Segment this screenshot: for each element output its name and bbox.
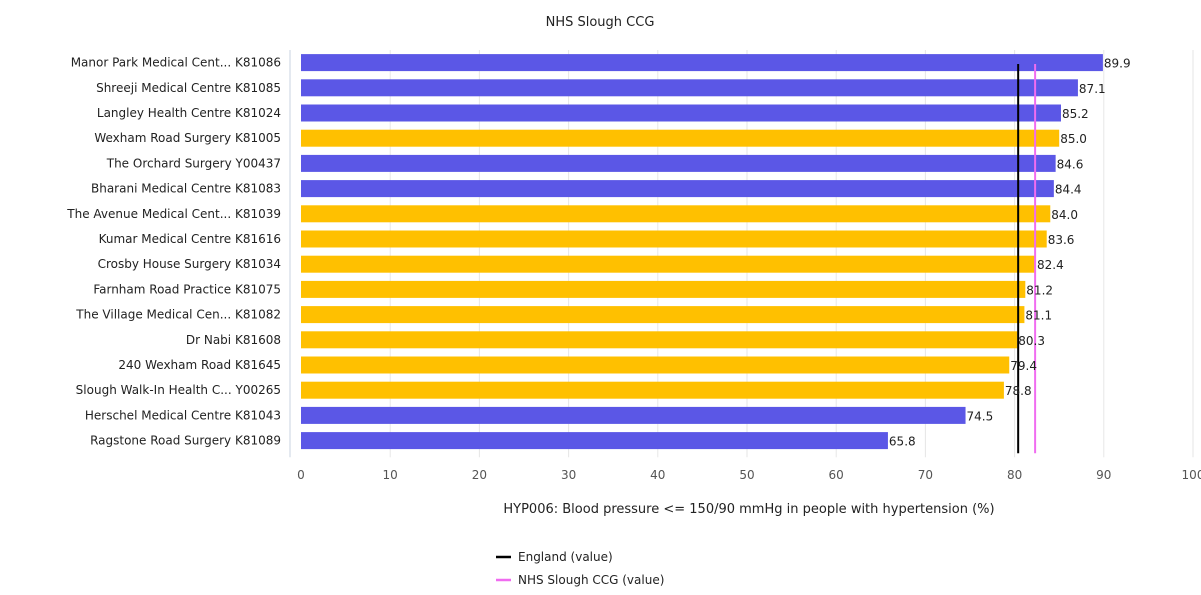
x-tick-label: 30 bbox=[561, 468, 576, 482]
category-label: Manor Park Medical Cent... K81086 bbox=[71, 56, 281, 70]
bar[interactable] bbox=[301, 54, 1103, 72]
bar[interactable] bbox=[301, 255, 1037, 273]
data-label: 85.2 bbox=[1062, 107, 1089, 121]
bars bbox=[301, 54, 1103, 450]
data-label: 81.1 bbox=[1025, 309, 1052, 323]
data-label: 74.5 bbox=[967, 409, 994, 423]
x-tick-label: 0 bbox=[297, 468, 305, 482]
legend-item[interactable]: England (value) bbox=[518, 550, 613, 564]
x-tick-label: 10 bbox=[383, 468, 398, 482]
bar[interactable] bbox=[301, 280, 1026, 298]
x-tick-label: 70 bbox=[918, 468, 933, 482]
x-axis-title: HYP006: Blood pressure <= 150/90 mmHg in… bbox=[503, 502, 994, 517]
x-tick-label: 20 bbox=[472, 468, 487, 482]
y-axis-categories: Manor Park Medical Cent... K81086 Shreeji… bbox=[66, 56, 281, 448]
bar[interactable] bbox=[301, 356, 1010, 374]
category-label: Bharani Medical Centre K81083 bbox=[91, 182, 281, 196]
data-label: 89.9 bbox=[1104, 57, 1131, 71]
chart-title: NHS Slough CCG bbox=[546, 15, 655, 30]
data-label: 65.8 bbox=[889, 435, 916, 449]
bar[interactable] bbox=[301, 306, 1025, 324]
category-label: Herschel Medical Centre K81043 bbox=[85, 408, 281, 422]
category-label: Dr Nabi K81608 bbox=[186, 333, 281, 347]
x-tick-label: 40 bbox=[650, 468, 665, 482]
bar[interactable] bbox=[301, 432, 888, 450]
data-label: 85.0 bbox=[1060, 132, 1087, 146]
data-label: 79.4 bbox=[1010, 359, 1037, 373]
reference-lines bbox=[1017, 64, 1037, 454]
bar[interactable] bbox=[301, 381, 1004, 399]
category-label: The Village Medical Cen... K81082 bbox=[75, 308, 281, 322]
category-label: Shreeji Medical Centre K81085 bbox=[96, 81, 281, 95]
category-label: Langley Health Centre K81024 bbox=[97, 106, 281, 120]
bar[interactable] bbox=[301, 230, 1047, 248]
category-label: The Orchard Surgery Y00437 bbox=[106, 156, 281, 170]
bar[interactable] bbox=[301, 331, 1018, 349]
data-label: 83.6 bbox=[1048, 233, 1075, 247]
category-label: Wexham Road Surgery K81005 bbox=[94, 131, 281, 145]
bar[interactable] bbox=[301, 180, 1054, 198]
bar[interactable] bbox=[301, 154, 1056, 172]
bar[interactable] bbox=[301, 406, 966, 424]
legend-item[interactable]: NHS Slough CCG (value) bbox=[518, 573, 664, 587]
bar[interactable] bbox=[301, 129, 1060, 147]
data-label: 82.4 bbox=[1037, 258, 1064, 272]
category-label: Slough Walk-In Health C... Y00265 bbox=[76, 383, 281, 397]
category-label: Crosby House Surgery K81034 bbox=[98, 257, 281, 271]
data-label: 84.6 bbox=[1057, 157, 1084, 171]
data-label: 84.0 bbox=[1051, 208, 1078, 222]
category-label: The Avenue Medical Cent... K81039 bbox=[66, 207, 281, 221]
legend: England (value) NHS Slough CCG (value) bbox=[496, 550, 664, 587]
x-tick-label: 100 bbox=[1182, 468, 1201, 482]
x-tick-label: 50 bbox=[739, 468, 754, 482]
bar[interactable] bbox=[301, 205, 1051, 223]
bar[interactable] bbox=[301, 79, 1078, 97]
category-label: Farnham Road Practice K81075 bbox=[93, 282, 281, 296]
data-label: 87.1 bbox=[1079, 82, 1106, 96]
category-label: 240 Wexham Road K81645 bbox=[118, 358, 281, 372]
x-tick-label: 80 bbox=[1007, 468, 1022, 482]
x-axis-ticks: 0 10 20 30 40 50 60 70 80 90 100 bbox=[297, 468, 1201, 482]
data-label: 84.4 bbox=[1055, 183, 1082, 197]
x-tick-label: 90 bbox=[1096, 468, 1111, 482]
data-label: 80.3 bbox=[1018, 334, 1045, 348]
data-labels: 89.9 87.1 85.2 85.0 84.6 84.4 84.0 83.6 82.4 81.2… bbox=[889, 57, 1131, 449]
category-label: Ragstone Road Surgery K81089 bbox=[90, 434, 281, 448]
bar[interactable] bbox=[301, 104, 1061, 122]
data-label: 78.8 bbox=[1005, 384, 1032, 398]
data-label: 81.2 bbox=[1026, 283, 1053, 297]
category-label: Kumar Medical Centre K81616 bbox=[99, 232, 281, 246]
x-tick-label: 60 bbox=[829, 468, 844, 482]
